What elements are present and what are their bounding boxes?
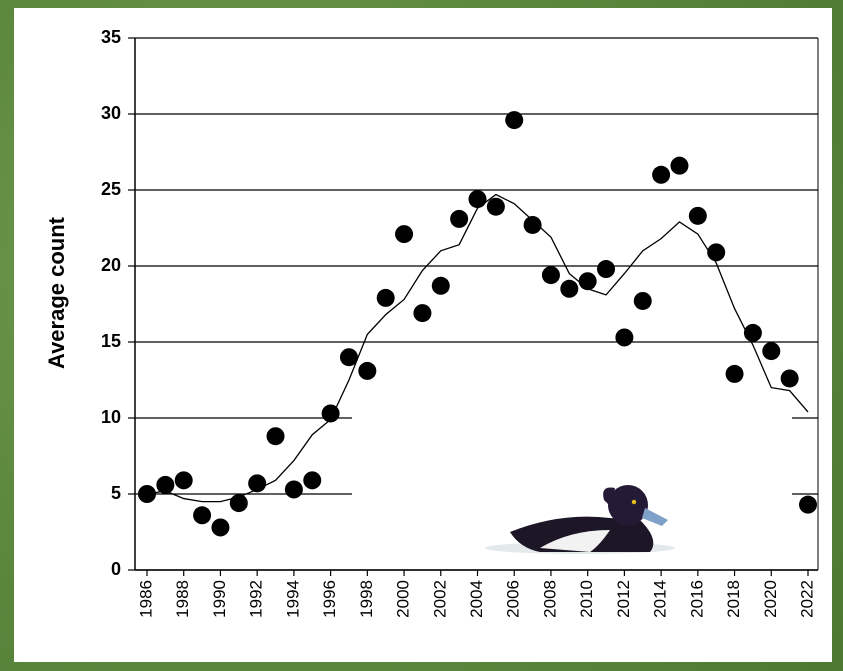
data-point xyxy=(211,518,230,537)
duck-head xyxy=(608,485,648,525)
y-tick-label: 0 xyxy=(111,559,121,579)
x-tick-label: 2004 xyxy=(467,580,486,618)
x-tick-label: 2022 xyxy=(797,580,816,618)
data-point xyxy=(707,243,726,262)
y-tick-label: 35 xyxy=(101,27,121,47)
x-tick-label: 2000 xyxy=(394,580,413,618)
x-tick-label: 1990 xyxy=(210,580,229,618)
data-point xyxy=(633,291,652,310)
y-tick-label: 20 xyxy=(101,255,121,275)
x-tick-label: 2010 xyxy=(577,580,596,618)
data-point xyxy=(193,506,212,525)
data-point xyxy=(780,369,799,388)
data-point xyxy=(229,494,248,513)
data-point xyxy=(615,328,634,347)
y-tick-label: 5 xyxy=(111,483,121,503)
data-point xyxy=(174,471,193,490)
data-point xyxy=(339,348,358,367)
data-point xyxy=(505,111,524,130)
grid-layer: 0 5 10 15 20 25 30 35 1986 1988 1990 1992 1994 1996 19… xyxy=(101,27,819,618)
image-backdrop xyxy=(352,405,792,505)
x-tick-label: 2002 xyxy=(430,580,449,618)
data-point xyxy=(486,197,505,216)
data-layer xyxy=(138,111,817,537)
data-point xyxy=(266,427,285,446)
panel xyxy=(14,8,832,662)
x-tick-label: 2012 xyxy=(614,580,633,618)
data-point xyxy=(358,361,377,380)
data-point xyxy=(138,485,156,503)
duck-tuft xyxy=(603,487,615,510)
y-tick-label: 10 xyxy=(101,407,121,427)
y-tick-label: 30 xyxy=(101,103,121,123)
x-tick-label: 1996 xyxy=(320,580,339,618)
data-point xyxy=(597,260,616,279)
x-tick-label: 2008 xyxy=(540,580,559,618)
data-point xyxy=(560,279,579,298)
duck-eye xyxy=(631,499,637,505)
data-point xyxy=(652,165,671,184)
x-tick-label: 2018 xyxy=(724,580,743,618)
data-point xyxy=(799,495,817,514)
x-tick-label: 2016 xyxy=(687,580,706,618)
duck-flank xyxy=(540,530,610,552)
data-point xyxy=(541,266,560,285)
data-point xyxy=(450,209,469,228)
data-point xyxy=(523,215,542,234)
data-point xyxy=(156,475,175,494)
x-tick-label: 1986 xyxy=(136,580,155,618)
data-point xyxy=(688,206,707,225)
data-point xyxy=(376,288,395,307)
data-point xyxy=(743,323,762,342)
duck-bill xyxy=(642,508,668,526)
x-tick-label: 1988 xyxy=(173,580,192,618)
data-point xyxy=(468,190,487,209)
data-point xyxy=(725,364,744,383)
data-point xyxy=(395,225,414,244)
x-tick-label: 1994 xyxy=(283,580,302,618)
data-point xyxy=(248,474,267,493)
data-point xyxy=(762,342,781,361)
data-point xyxy=(284,480,303,499)
duck-illustration xyxy=(485,485,675,554)
y-tick-label: 15 xyxy=(101,331,121,351)
data-point xyxy=(321,404,340,423)
data-point xyxy=(670,156,689,175)
x-tick-label: 1998 xyxy=(357,580,376,618)
x-tick-label: 2006 xyxy=(504,580,523,618)
y-axis-label: Average count xyxy=(44,216,69,369)
x-tick-label: 1992 xyxy=(247,580,266,618)
data-point xyxy=(431,276,450,295)
data-point xyxy=(303,471,322,490)
x-tick-label: 2014 xyxy=(651,580,670,618)
y-tick-label: 25 xyxy=(101,179,121,199)
x-tick-label: 2020 xyxy=(761,580,780,618)
data-point xyxy=(413,304,432,323)
data-point xyxy=(578,272,597,291)
